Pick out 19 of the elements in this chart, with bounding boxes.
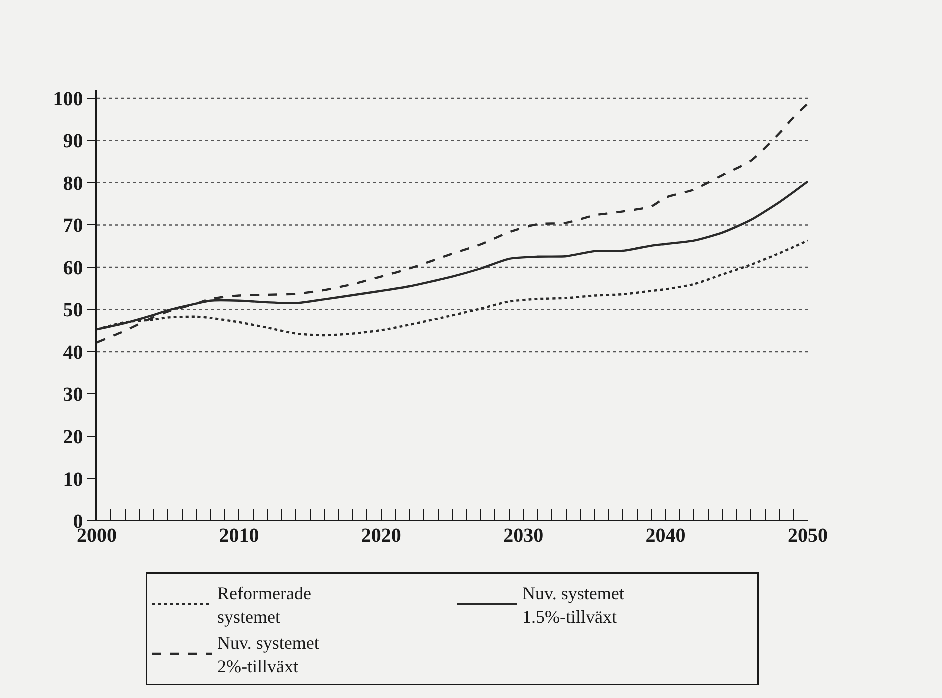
y-tick-label: 20: [63, 426, 84, 448]
y-tick-label: 90: [63, 130, 84, 153]
y-tick-label: 50: [63, 300, 84, 322]
y-tick-label: 30: [63, 384, 84, 406]
legend-label: Reformerade systemet: [218, 583, 312, 627]
line-series: [97, 102, 808, 344]
y-tick-label: 70: [63, 215, 84, 238]
x-tick-label: 2040: [646, 525, 686, 547]
y-tick-label: 10: [63, 468, 84, 491]
y-tick-label: 100: [53, 88, 84, 110]
y-tick-label: 40: [63, 342, 84, 364]
legend-label: Nuv. systemet 2%-tillväxt: [218, 633, 320, 677]
x-tick-label: 2030: [504, 525, 544, 547]
x-tick-label: 2020: [361, 525, 402, 547]
y-tick-label: 60: [63, 257, 84, 280]
x-tick-label: 2010: [219, 525, 260, 547]
legend-label: Nuv. systemet 1.5%-tillväxt: [522, 583, 624, 627]
y-tick-label: 80: [63, 172, 84, 195]
x-tick-label: 2050: [788, 525, 828, 547]
